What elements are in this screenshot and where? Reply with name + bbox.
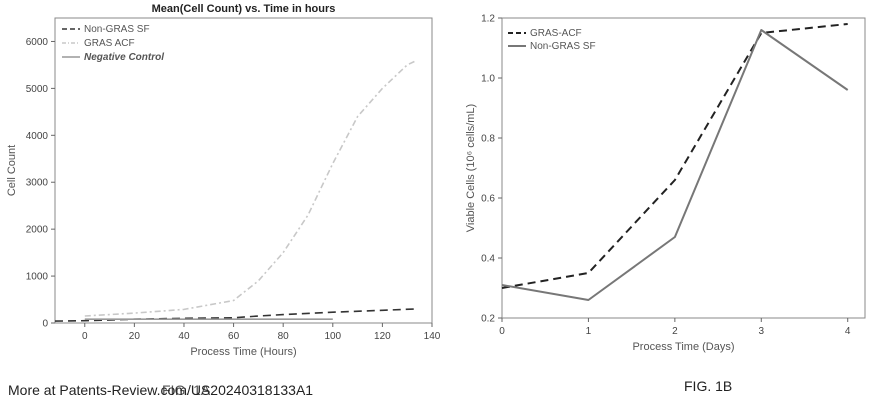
y-tick-label: 0 <box>42 319 48 330</box>
chart-title: Mean(Cell Count) vs. Time in hours <box>152 3 336 15</box>
chart-fig-1b: 0 1 2 3 4 0.2 0.4 0.6 0.8 1.0 1.2 Process Time (Day… <box>440 0 880 380</box>
legend-label: Non-GRAS SF <box>84 24 150 35</box>
x-tick-label: 0 <box>82 331 88 342</box>
series-line-1 <box>85 60 417 316</box>
x-axis-label: Process Time (Days) <box>632 341 734 353</box>
y-tick-label: 2000 <box>26 225 49 236</box>
y-tick-label: 3000 <box>26 178 49 189</box>
series-line-0 <box>502 24 848 288</box>
y-tick-label: 1.2 <box>481 14 495 25</box>
x-tick-label: 60 <box>228 331 240 342</box>
legend-label: Non-GRAS SF <box>530 41 596 52</box>
plot-frame <box>55 18 432 323</box>
x-tick-label: 0 <box>499 326 505 337</box>
x-tick-label: 140 <box>424 331 441 342</box>
x-tick-label: 4 <box>845 326 851 337</box>
x-tick-label: 80 <box>278 331 290 342</box>
x-tick-label: 100 <box>324 331 341 342</box>
y-tick-label: 1.0 <box>481 74 495 85</box>
y-tick-label: 0.2 <box>481 314 495 325</box>
x-tick-label: 120 <box>374 331 391 342</box>
legend-label: Negative Control <box>84 52 164 63</box>
x-tick-label: 2 <box>672 326 678 337</box>
legend-label: GRAS-ACF <box>530 28 582 39</box>
y-axis-label: Cell Count <box>6 145 18 196</box>
series-line-1 <box>502 30 848 300</box>
watermark-link[interactable]: More at Patents-Review.com/US20240318133… <box>8 382 313 398</box>
y-tick-label: 0.4 <box>481 254 495 265</box>
legend-label: GRAS ACF <box>84 38 135 49</box>
y-tick-label: 0.8 <box>481 134 495 145</box>
y-tick-label: 0.6 <box>481 194 495 205</box>
fig-1b-caption: FIG. 1B <box>684 378 732 394</box>
x-tick-label: 3 <box>759 326 765 337</box>
y-tick-label: 6000 <box>26 37 49 48</box>
x-axis-label: Process Time (Hours) <box>190 346 296 358</box>
x-tick-label: 40 <box>178 331 190 342</box>
y-tick-label: 1000 <box>26 272 49 283</box>
chart-fig-1a: 0 20 40 60 80 100 120 140 0 1000 2000 3000 4000 5000 6… <box>0 0 440 380</box>
y-tick-label: 4000 <box>26 131 49 142</box>
y-axis-label: Viable Cells (10⁶ cells/mL) <box>465 104 477 232</box>
x-tick-label: 20 <box>129 331 141 342</box>
y-tick-label: 5000 <box>26 84 49 95</box>
x-tick-label: 1 <box>586 326 592 337</box>
